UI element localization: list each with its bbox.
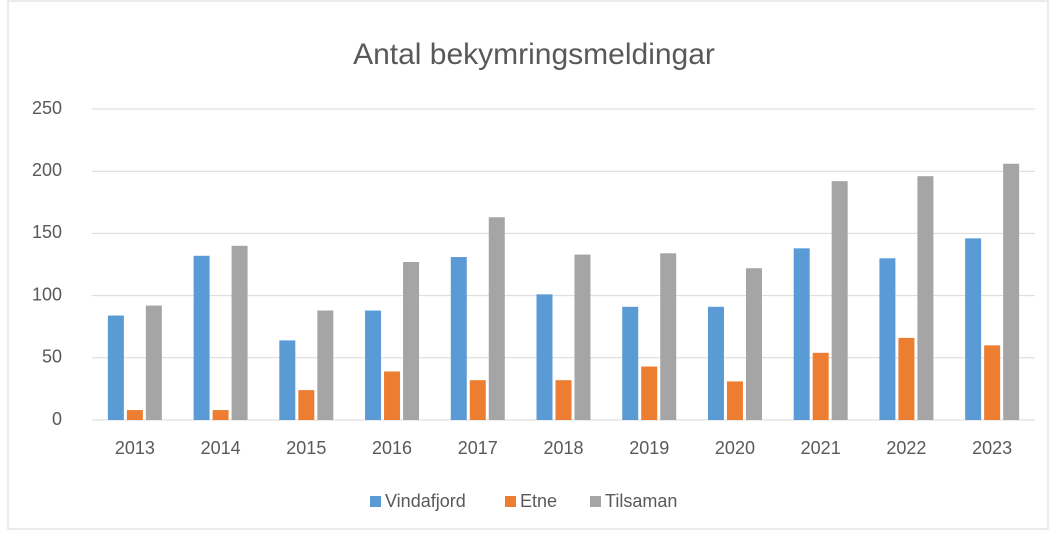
bar: [812, 352, 829, 420]
bar: [660, 253, 677, 420]
bar: [212, 410, 229, 420]
bar: [707, 306, 724, 420]
bar: [574, 254, 591, 420]
x-tick-label: 2017: [458, 438, 498, 458]
bar: [898, 337, 915, 420]
x-tick-label: 2021: [801, 438, 841, 458]
y-tick-label: 0: [52, 409, 62, 429]
bar: [1003, 163, 1020, 420]
bar: [231, 245, 248, 420]
x-tick-label: 2019: [629, 438, 669, 458]
bar: [641, 366, 658, 420]
legend-label: Vindafjord: [385, 491, 466, 511]
bar: [107, 315, 124, 420]
bar: [726, 381, 743, 420]
bar: [965, 238, 982, 420]
x-tick-label: 2020: [715, 438, 755, 458]
legend-label: Tilsaman: [605, 491, 677, 511]
bar: [879, 258, 896, 420]
bar: [622, 306, 639, 420]
bar: [984, 345, 1001, 420]
bar: [745, 268, 762, 420]
bar: [193, 255, 210, 420]
bar: [536, 294, 553, 420]
y-tick-label: 100: [32, 284, 62, 304]
bar: [279, 340, 296, 420]
y-tick-label: 200: [32, 160, 62, 180]
x-tick-label: 2018: [543, 438, 583, 458]
x-tick-label: 2015: [286, 438, 326, 458]
bar: [469, 380, 486, 420]
y-tick-label: 150: [32, 222, 62, 242]
y-tick-label: 250: [32, 98, 62, 118]
bar: [317, 310, 334, 420]
bar: [831, 181, 848, 420]
bar: [450, 257, 467, 420]
bar: [793, 248, 810, 420]
x-tick-label: 2022: [886, 438, 926, 458]
bar: [298, 390, 315, 420]
bar: [365, 310, 382, 420]
y-tick-label: 50: [42, 347, 62, 367]
legend-swatch: [505, 496, 516, 507]
legend-swatch: [590, 496, 601, 507]
x-tick-label: 2023: [972, 438, 1012, 458]
bar: [403, 262, 420, 420]
legend-swatch: [370, 496, 381, 507]
bar: [384, 371, 401, 420]
bar: [488, 217, 505, 420]
x-tick-label: 2014: [201, 438, 241, 458]
x-tick-label: 2013: [115, 438, 155, 458]
chart-title: Antal bekymringsmeldingar: [353, 38, 715, 71]
bar: [126, 410, 143, 420]
bar: [145, 305, 162, 420]
x-tick-label: 2016: [372, 438, 412, 458]
bar: [917, 176, 934, 420]
legend-label: Etne: [520, 491, 557, 511]
bar: [555, 380, 572, 420]
chart-border: [7, 0, 1049, 530]
